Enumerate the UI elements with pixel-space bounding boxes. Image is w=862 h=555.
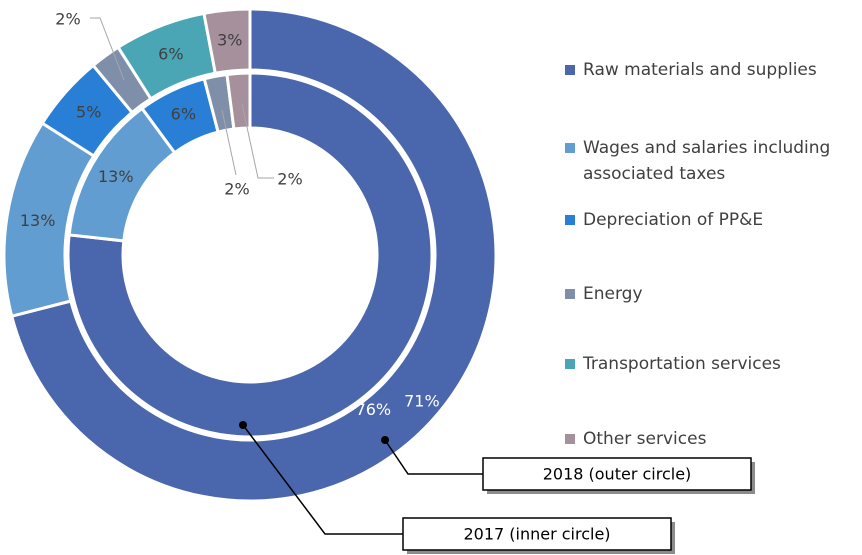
legend-item: Wages and salaries including associated …: [565, 135, 855, 187]
data-label: 13%: [98, 167, 134, 186]
legend-swatch: [565, 434, 575, 444]
callout-text: 2017 (inner circle): [463, 525, 610, 544]
donut-slice: [202, 7, 252, 76]
callout-box: [482, 457, 752, 491]
data-label: 2%: [277, 170, 302, 189]
data-label: 3%: [217, 30, 242, 49]
legend-item: Energy: [565, 281, 855, 307]
leader-line: [90, 17, 125, 81]
data-label: 2%: [224, 180, 249, 199]
legend-item: Other services: [565, 426, 855, 452]
legend-label: Wages and salaries including associated …: [583, 138, 831, 184]
data-label: 13%: [20, 211, 56, 230]
legend-item: Depreciation of PP&E: [565, 207, 855, 233]
legend-swatch: [565, 215, 575, 225]
legend-label: Energy: [583, 284, 643, 304]
data-label: 2%: [55, 10, 80, 29]
legend-item: Transportation services: [565, 351, 855, 377]
legend-label: Transportation services: [583, 354, 781, 374]
data-label: 76%: [356, 400, 392, 419]
callout-line: [384, 439, 483, 475]
leader-line: [221, 109, 237, 176]
data-label: 6%: [171, 105, 196, 124]
legend-swatch: [565, 289, 575, 299]
callout-text: 2018 (outer circle): [543, 465, 692, 484]
callout-box: [402, 517, 672, 551]
callout-line: [242, 424, 403, 535]
donut-slice: [9, 7, 498, 503]
data-label: 6%: [158, 45, 183, 64]
legend-swatch: [565, 143, 575, 153]
legend-label: Depreciation of PP&E: [583, 210, 764, 230]
data-label: 5%: [76, 102, 101, 121]
legend-item: Raw materials and supplies: [565, 57, 855, 83]
data-label: 71%: [404, 391, 440, 410]
legend-swatch: [565, 359, 575, 369]
legend-label: Other services: [583, 429, 707, 449]
legend-swatch: [565, 65, 575, 75]
callout-dot: [381, 436, 389, 444]
legend-label: Raw materials and supplies: [583, 60, 817, 80]
leader-line: [241, 103, 274, 179]
donut-slice: [66, 71, 434, 439]
callout-dot: [239, 421, 247, 429]
